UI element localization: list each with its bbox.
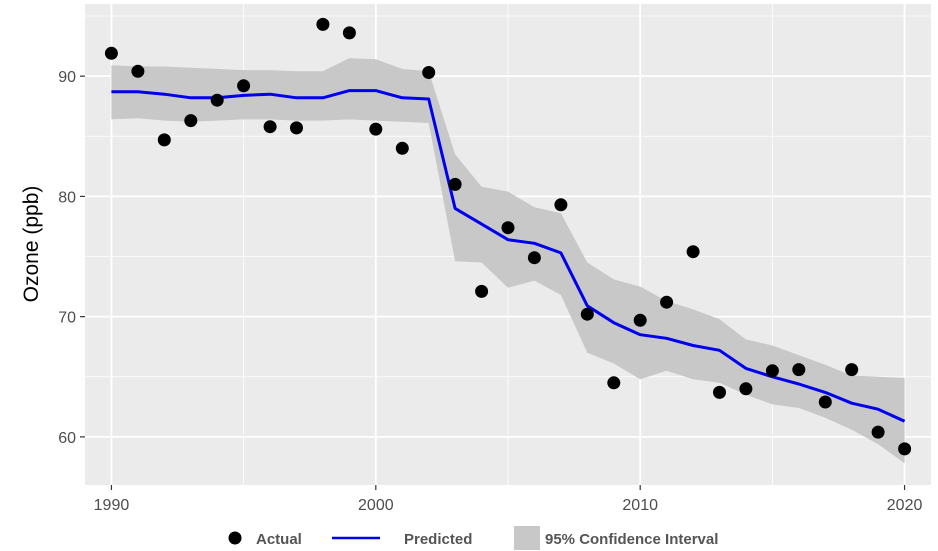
y-tick-label: 80	[58, 189, 76, 206]
legend-ci-label: 95% Confidence Interval	[545, 531, 718, 548]
confidence-interval-ribbon	[111, 58, 905, 464]
y-tick-label: 90	[58, 69, 76, 86]
y-tick-label: 60	[58, 430, 76, 447]
actual-point	[104, 46, 118, 60]
actual-point	[633, 313, 647, 327]
legend-actual-label: Actual	[256, 531, 302, 548]
actual-points	[104, 17, 912, 456]
actual-point	[131, 64, 145, 78]
actual-point	[395, 141, 409, 155]
x-tick-label: 2000	[358, 497, 394, 514]
actual-point	[263, 120, 277, 134]
actual-point	[342, 26, 356, 40]
legend-predicted-label: Predicted	[404, 531, 472, 548]
x-tick-label: 1990	[94, 497, 130, 514]
actual-point	[448, 177, 462, 191]
actual-point	[554, 198, 568, 212]
actual-point	[501, 221, 515, 235]
actual-point	[686, 245, 700, 259]
legend-ci-key	[514, 526, 540, 550]
actual-point	[369, 122, 383, 136]
actual-point	[765, 364, 779, 378]
actual-point	[660, 295, 674, 309]
x-tick-label: 2020	[887, 497, 923, 514]
actual-point	[845, 363, 859, 377]
actual-point	[818, 395, 832, 409]
x-tick-label: 2010	[622, 497, 658, 514]
actual-point	[527, 251, 541, 265]
actual-point	[580, 307, 594, 321]
actual-point	[237, 79, 251, 93]
x-axis-ticks: 1990 2000 2010 2020	[94, 485, 923, 514]
y-axis-title: Ozone (ppb)	[20, 186, 43, 303]
actual-point	[475, 284, 489, 298]
y-axis-ticks: 60 70 80 90	[58, 69, 85, 447]
actual-point	[290, 121, 303, 135]
actual-point	[157, 133, 171, 147]
actual-point	[792, 363, 806, 377]
actual-point	[607, 376, 621, 390]
legend-actual-key	[228, 531, 242, 545]
actual-point	[898, 442, 912, 456]
legend: Actual Predicted 95% Confidence Interval	[228, 526, 718, 550]
y-tick-label: 70	[58, 310, 76, 327]
actual-point	[184, 114, 198, 128]
actual-point	[210, 93, 224, 107]
actual-point	[713, 385, 726, 399]
actual-point	[316, 17, 330, 31]
actual-point	[422, 66, 436, 79]
actual-point	[871, 425, 885, 439]
actual-point	[739, 382, 753, 396]
